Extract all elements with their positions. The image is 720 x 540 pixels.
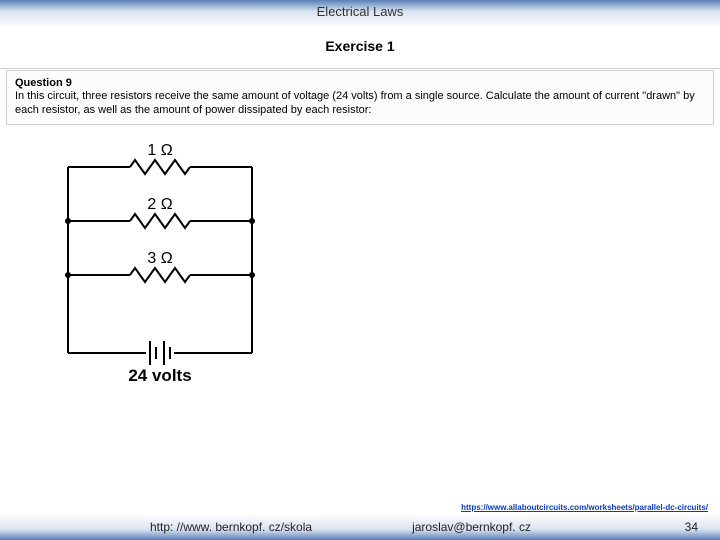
svg-text:3 Ω: 3 Ω <box>147 250 172 267</box>
footer-site: http: //www. bernkopf. cz/skola <box>0 520 312 534</box>
svg-text:24 volts: 24 volts <box>128 366 191 385</box>
question-text: In this circuit, three resistors receive… <box>15 89 705 118</box>
footer-email: jaroslav@bernkopf. cz <box>312 520 531 534</box>
source-link[interactable]: https://www.allaboutcircuits.com/workshe… <box>461 503 708 512</box>
question-number: Question 9 <box>15 77 705 89</box>
footer-page: 34 <box>685 520 720 534</box>
exercise-title: Exercise 1 <box>0 28 720 69</box>
circuit-diagram: 1 Ω 2 Ω 3 Ω 24 volts <box>50 143 290 398</box>
question-box: Question 9 In this circuit, three resist… <box>6 70 714 125</box>
svg-text:2 Ω: 2 Ω <box>147 196 172 213</box>
header-title: Electrical Laws <box>317 4 404 19</box>
svg-text:1 Ω: 1 Ω <box>147 143 172 159</box>
footer-bar: http: //www. bernkopf. cz/skola jaroslav… <box>0 514 720 540</box>
header-bar: Electrical Laws <box>0 0 720 28</box>
